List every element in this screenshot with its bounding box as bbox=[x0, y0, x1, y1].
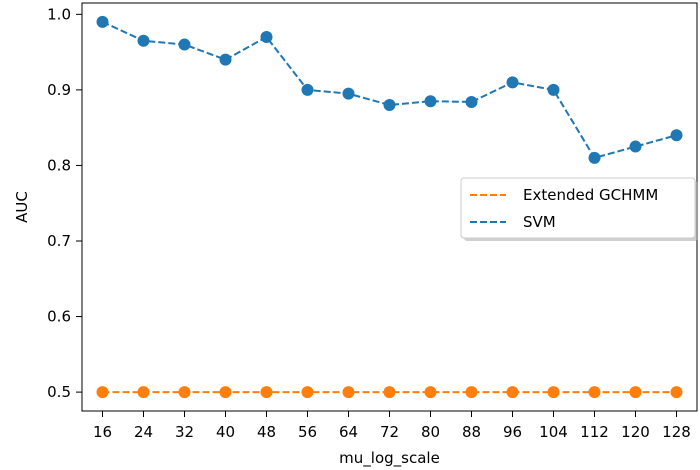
data-point bbox=[178, 38, 191, 51]
data-point bbox=[588, 151, 601, 164]
data-point bbox=[383, 99, 396, 111]
x-tick-label: 16 bbox=[93, 423, 112, 441]
data-point bbox=[219, 386, 232, 399]
x-tick-label: 112 bbox=[580, 423, 609, 441]
data-point bbox=[670, 386, 683, 399]
y-tick-label: 0.9 bbox=[47, 81, 71, 99]
data-point bbox=[342, 87, 355, 100]
data-point bbox=[178, 386, 191, 399]
x-tick-label: 88 bbox=[462, 423, 481, 441]
data-point bbox=[301, 386, 314, 399]
data-point bbox=[96, 386, 109, 399]
data-point bbox=[588, 386, 601, 399]
data-point bbox=[301, 83, 314, 96]
plot-area bbox=[96, 15, 683, 399]
data-point bbox=[506, 386, 519, 399]
y-tick-label: 0.6 bbox=[47, 308, 71, 326]
x-tick-label: 56 bbox=[298, 423, 317, 441]
x-tick-label: 40 bbox=[216, 423, 235, 441]
legend: Extended GCHMM SVM bbox=[460, 177, 698, 241]
x-tick-label: 96 bbox=[503, 423, 522, 441]
data-point bbox=[629, 386, 642, 399]
x-tick-label: 48 bbox=[257, 423, 276, 441]
data-point bbox=[137, 34, 150, 47]
data-point bbox=[219, 53, 232, 66]
data-point bbox=[506, 76, 519, 89]
data-point bbox=[670, 129, 683, 142]
data-point bbox=[342, 386, 355, 399]
data-point bbox=[465, 386, 478, 399]
y-tick-label: 0.7 bbox=[47, 232, 71, 250]
legend-entry-label: Extended GCHMM bbox=[523, 186, 658, 204]
x-tick-label: 104 bbox=[539, 423, 568, 441]
x-tick-label: 128 bbox=[662, 423, 691, 441]
x-tick-label: 120 bbox=[621, 423, 650, 441]
data-point bbox=[260, 31, 273, 43]
x-tick-label: 80 bbox=[421, 423, 440, 441]
data-point bbox=[629, 140, 642, 153]
x-tick-label: 32 bbox=[175, 423, 194, 441]
y-tick-label: 0.8 bbox=[47, 156, 71, 174]
x-tick-label: 72 bbox=[380, 423, 399, 441]
y-tick-label: 1.0 bbox=[47, 5, 71, 23]
data-point bbox=[96, 15, 109, 28]
y-axis-label: AUC bbox=[13, 191, 31, 223]
data-point bbox=[465, 95, 478, 108]
legend-box bbox=[460, 177, 696, 239]
data-point bbox=[424, 386, 437, 399]
y-tick-label: 0.5 bbox=[47, 383, 71, 401]
x-tick-label: 64 bbox=[339, 423, 358, 441]
data-point bbox=[424, 95, 437, 108]
x-tick-label: 24 bbox=[134, 423, 153, 441]
series-line-1 bbox=[102, 20, 677, 160]
legend-entry-label: SVM bbox=[523, 213, 556, 231]
data-point bbox=[547, 83, 560, 96]
data-point bbox=[383, 386, 396, 399]
data-point bbox=[260, 386, 273, 399]
data-point bbox=[547, 386, 560, 399]
x-axis-label: mu_log_scale bbox=[339, 449, 440, 468]
axes: 16 24 32 40 48 56 64 72 80 88 96 104 112 120 128 0.5 0.6… bbox=[47, 2, 698, 441]
data-point bbox=[137, 386, 150, 399]
